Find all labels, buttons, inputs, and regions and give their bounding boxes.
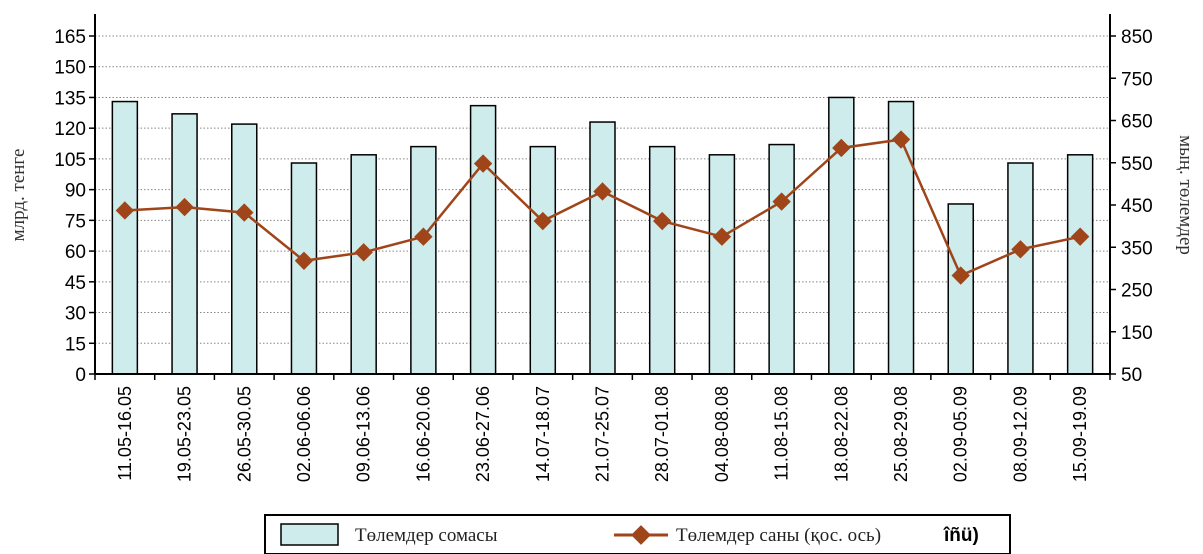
left-axis-ticks: 0 15 30 45 60 75 90 105 120 135 150 165 <box>54 27 95 386</box>
right-axis-ticks: 50 150 250 350 450 550 650 750 850 <box>1110 27 1153 386</box>
bar <box>589 121 616 375</box>
y2-tick-label: 450 <box>1121 196 1153 217</box>
legend-line-marker <box>631 525 651 545</box>
y-tick-label: 150 <box>54 58 86 79</box>
y-tick-label: 0 <box>75 365 86 386</box>
y2-tick-label: 850 <box>1121 27 1153 48</box>
bar <box>947 203 974 375</box>
y2-tick-label: 650 <box>1121 112 1153 133</box>
x-tick-label: 02.06-06.06 <box>294 386 314 482</box>
line-point <box>1070 227 1090 246</box>
y-tick-label: 135 <box>54 88 86 109</box>
y-tick-label: 45 <box>65 273 86 294</box>
line-point <box>235 203 254 222</box>
bar <box>111 100 139 375</box>
bar <box>648 145 676 375</box>
bar <box>708 154 736 375</box>
y2-tick-label: 550 <box>1121 154 1153 175</box>
y2-tick-label: 50 <box>1121 365 1142 386</box>
line-point <box>414 227 433 246</box>
legend-line-label: Төлемдер саны (қос. ось) <box>676 525 881 546</box>
line-point <box>533 211 552 231</box>
x-tick-label: 02.09-05.09 <box>951 386 971 482</box>
bar <box>410 145 437 375</box>
legend-bar-label: Төлемдер сомасы <box>355 525 498 546</box>
bar-series <box>111 96 1094 375</box>
legend-bar-swatch <box>280 523 339 546</box>
line-point <box>832 138 851 158</box>
x-tick-label: 18.08-22.08 <box>831 386 851 482</box>
line-point <box>891 130 911 149</box>
bar <box>1066 154 1094 375</box>
line-point <box>175 197 194 217</box>
x-tick-label: 09.06-13.06 <box>354 386 374 482</box>
axes <box>94 14 1111 375</box>
x-tick-label: 21.07-25.07 <box>593 386 613 482</box>
x-tick-label: 11.05-16.05 <box>115 386 135 481</box>
y2-tick-label: 350 <box>1121 238 1153 259</box>
line-point <box>772 192 791 211</box>
category-labels: 11.05-16.05 19.05-23.05 26.05-30.05 02.06-0… <box>94 374 1111 482</box>
y-tick-label: 60 <box>65 242 86 263</box>
y-tick-label: 90 <box>65 181 86 202</box>
bar <box>350 154 377 375</box>
x-tick-label: 19.05-23.05 <box>175 386 195 482</box>
bar <box>529 145 557 375</box>
bar <box>469 104 497 375</box>
line-point <box>473 154 493 173</box>
legend: Төлемдер сомасы Төлемдер саны (қос. ось)… <box>264 514 1011 554</box>
line-point <box>1011 240 1030 259</box>
y-tick-label: 165 <box>54 27 86 48</box>
y-tick-label: 30 <box>65 304 86 325</box>
legend-extra-text: îñü) <box>943 525 979 546</box>
bar <box>1007 162 1034 375</box>
y2-axis-title: мың. төлемдер <box>1175 135 1196 255</box>
x-tick-label: 11.08-15.08 <box>772 386 792 481</box>
x-tick-label: 08.09-12.09 <box>1010 386 1030 482</box>
y2-tick-label: 750 <box>1121 69 1153 90</box>
y2-tick-label: 150 <box>1121 323 1153 344</box>
x-tick-label: 28.07-01.08 <box>652 386 672 482</box>
bar <box>231 123 258 375</box>
x-tick-label: 26.05-30.05 <box>234 386 254 482</box>
line-point <box>593 182 612 201</box>
line-point <box>951 266 970 285</box>
line-point <box>653 211 672 231</box>
y-tick-label: 75 <box>65 211 86 232</box>
bar <box>171 113 198 375</box>
x-tick-label: 04.08-08.08 <box>712 386 732 482</box>
line-point <box>712 227 732 246</box>
x-tick-label: 15.09-19.09 <box>1070 386 1090 482</box>
y2-tick-label: 250 <box>1121 281 1153 302</box>
y-tick-label: 105 <box>54 150 86 171</box>
x-tick-label: 23.06-27.06 <box>473 386 493 482</box>
y-tick-label: 120 <box>54 119 86 140</box>
bar <box>768 143 795 375</box>
x-tick-label: 14.07-18.07 <box>533 386 553 482</box>
x-tick-label: 25.08-29.08 <box>891 386 911 482</box>
y-axis-title: млрд. тенге <box>8 149 29 242</box>
y-tick-label: 15 <box>65 334 86 355</box>
line-point <box>354 243 373 262</box>
x-tick-label: 16.06-20.06 <box>413 386 433 482</box>
